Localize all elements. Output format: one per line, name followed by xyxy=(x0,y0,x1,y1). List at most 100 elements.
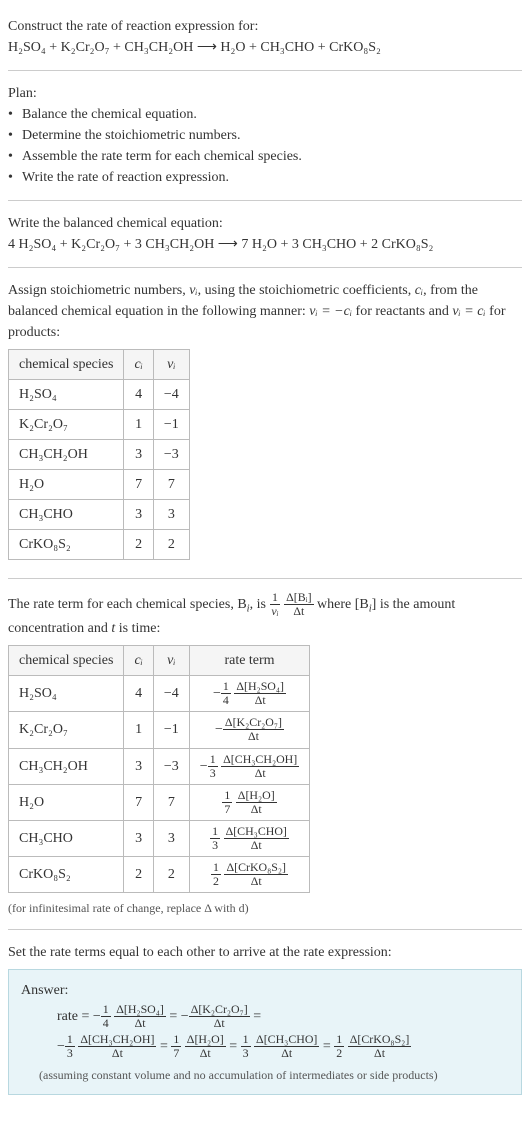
stoich-text: , using the stoichiometric coefficients, xyxy=(198,283,415,298)
frac-num: 1 xyxy=(222,789,232,803)
frac-den: 7 xyxy=(222,803,232,816)
rateterm-section: The rate term for each chemical species,… xyxy=(8,583,522,925)
frac-num: Δ[CH₃CHO] xyxy=(224,825,289,839)
table-cell: 13 Δ[CH₃CHO]Δt xyxy=(189,820,309,856)
bullet-icon: • xyxy=(8,125,22,146)
answer-line-1: rate = −14 Δ[H₂SO₄]Δt = −Δ[K₂Cr₂O₇]Δt = xyxy=(57,1003,509,1030)
plan-heading: Plan: xyxy=(8,83,522,104)
table-cell: 7 xyxy=(153,470,189,500)
table-cell: CrKO₈S₂ xyxy=(9,857,124,893)
table-cell: K₂Cr₂O₇ xyxy=(9,712,124,748)
fraction: 14 xyxy=(221,680,231,707)
answer-box: Answer: rate = −14 Δ[H₂SO₄]Δt = −Δ[K₂Cr₂… xyxy=(8,969,522,1094)
table-row: K₂Cr₂O₇1−1−Δ[K₂Cr₂O₇]Δt xyxy=(9,712,310,748)
table-cell: K₂Cr₂O₇ xyxy=(9,410,124,440)
balanced-heading: Write the balanced chemical equation: xyxy=(8,213,522,234)
frac-num: 1 xyxy=(101,1003,111,1017)
frac-num: 1 xyxy=(65,1033,75,1047)
frac-den: Δt xyxy=(133,1017,148,1030)
frac-den: 2 xyxy=(334,1047,344,1060)
table-cell: −1 xyxy=(153,712,189,748)
fraction: 17 xyxy=(171,1033,181,1060)
table-row: CrKO₈S₂22 xyxy=(9,530,190,560)
divider xyxy=(8,70,522,71)
table-row: K₂Cr₂O₇1−1 xyxy=(9,410,190,440)
table-cell: H₂O xyxy=(9,784,124,820)
bullet-icon: • xyxy=(8,104,22,125)
bullet-icon: • xyxy=(8,167,22,188)
frac-num: 1 xyxy=(334,1033,344,1047)
table-row: CH₃CHO33 xyxy=(9,500,190,530)
table-cell: CH₃CH₂OH xyxy=(9,440,124,470)
answer-equation: rate = −14 Δ[H₂SO₄]Δt = −Δ[K₂Cr₂O₇]Δt = … xyxy=(57,1003,509,1059)
frac-num: 1 xyxy=(208,753,218,767)
table-cell: H₂SO₄ xyxy=(9,676,124,712)
frac-num: Δ[CrKO₈S₂] xyxy=(224,861,288,875)
plan-item-text: Write the rate of reaction expression. xyxy=(22,167,229,188)
table-row: H₂SO₄4−4−14 Δ[H₂SO₄]Δt xyxy=(9,676,310,712)
fraction: Δ[K₂Cr₂O₇]Δt xyxy=(189,1003,250,1030)
frac-num: Δ[H₂SO₄] xyxy=(234,680,286,694)
frac-den: Δt xyxy=(253,694,268,707)
table-row: CH₃CHO3313 Δ[CH₃CHO]Δt xyxy=(9,820,310,856)
frac-num: Δ[H₂O] xyxy=(185,1033,226,1047)
frac-num: Δ[K₂Cr₂O₇] xyxy=(223,716,284,730)
stoich-text: Assign stoichiometric numbers, xyxy=(8,283,189,298)
table-header: rate term xyxy=(189,646,309,676)
frac-den: 3 xyxy=(208,767,218,780)
table-cell: 3 xyxy=(124,500,153,530)
fraction: Δ[CH₃CHO]Δt xyxy=(254,1033,319,1060)
fraction: 13 xyxy=(65,1033,75,1060)
table-row: H₂O7717 Δ[H₂O]Δt xyxy=(9,784,310,820)
rateterm-text: where [B xyxy=(317,597,369,612)
fraction: Δ[H₂O]Δt xyxy=(185,1033,226,1060)
table-cell: −13 Δ[CH₃CH₂OH]Δt xyxy=(189,748,309,784)
frac-den: Δt xyxy=(249,803,264,816)
table-cell: −3 xyxy=(153,440,189,470)
table-cell: 7 xyxy=(124,784,153,820)
frac-num: Δ[CrKO₈S₂] xyxy=(348,1033,412,1047)
frac-num: 1 xyxy=(241,1033,251,1047)
table-cell: H₂O xyxy=(9,470,124,500)
fraction: Δ[CrKO₈S₂]Δt xyxy=(348,1033,412,1060)
fraction: 12 xyxy=(334,1033,344,1060)
frac-den: 4 xyxy=(221,694,231,707)
frac-den: 7 xyxy=(171,1047,181,1060)
fraction: 17 xyxy=(222,789,232,816)
divider xyxy=(8,578,522,579)
frac-num: Δ[H₂O] xyxy=(236,789,277,803)
table-cell: 2 xyxy=(124,530,153,560)
table-header: cᵢ xyxy=(124,646,153,676)
table-cell: CH₃CHO xyxy=(9,820,124,856)
table-header: chemical species xyxy=(9,350,124,380)
table-cell: 2 xyxy=(153,530,189,560)
frac-1-over-nu: 1νᵢ xyxy=(269,591,280,618)
frac-den: Δt xyxy=(249,875,264,888)
rel2: νᵢ = cᵢ xyxy=(452,304,485,319)
frac-num: 1 xyxy=(270,591,280,605)
fraction: Δ[CH₃CH₂OH]Δt xyxy=(78,1033,156,1060)
table-cell: 2 xyxy=(153,857,189,893)
table-cell: −4 xyxy=(153,380,189,410)
frac-den: νᵢ xyxy=(269,605,280,618)
table-cell: CH₃CH₂OH xyxy=(9,748,124,784)
table-row: CH₃CH₂OH3−3−13 Δ[CH₃CH₂OH]Δt xyxy=(9,748,310,784)
table-cell: CrKO₈S₂ xyxy=(9,530,124,560)
plan-item: •Assemble the rate term for each chemica… xyxy=(8,146,522,167)
frac-den: Δt xyxy=(110,1047,125,1060)
frac-den: Δt xyxy=(212,1017,227,1030)
table-caption: (for infinitesimal rate of change, repla… xyxy=(8,899,522,917)
stoich-table: chemical speciescᵢνᵢ H₂SO₄4−4K₂Cr₂O₇1−1C… xyxy=(8,349,190,560)
arrow-icon: ⟶ xyxy=(193,40,220,55)
table-cell: 1 xyxy=(124,410,153,440)
table-cell: 7 xyxy=(124,470,153,500)
frac-num: 1 xyxy=(211,861,221,875)
fraction: Δ[H₂SO₄]Δt xyxy=(114,1003,166,1030)
rateterm-text: , is xyxy=(250,597,270,612)
plan-item-text: Assemble the rate term for each chemical… xyxy=(22,146,302,167)
divider xyxy=(8,200,522,201)
divider xyxy=(8,929,522,930)
table-header: νᵢ xyxy=(153,646,189,676)
frac-den: Δt xyxy=(372,1047,387,1060)
table-cell: 7 xyxy=(153,784,189,820)
